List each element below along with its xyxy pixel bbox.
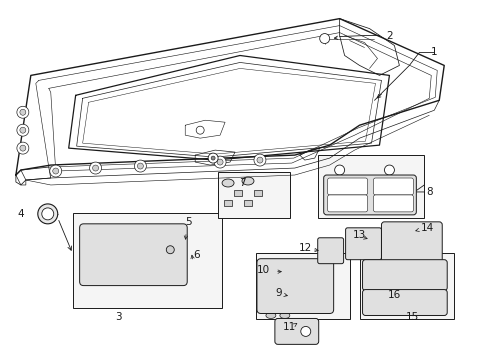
Bar xyxy=(255,253,349,319)
Text: 5: 5 xyxy=(184,217,191,227)
Bar xyxy=(293,289,317,310)
Text: 4: 4 xyxy=(18,209,24,219)
FancyBboxPatch shape xyxy=(327,195,367,212)
Bar xyxy=(388,233,402,251)
Circle shape xyxy=(300,327,310,336)
Circle shape xyxy=(17,106,29,118)
FancyBboxPatch shape xyxy=(323,175,415,215)
Bar xyxy=(160,228,170,234)
Bar xyxy=(265,268,289,288)
Circle shape xyxy=(17,124,29,136)
Text: 12: 12 xyxy=(299,243,312,253)
Bar xyxy=(365,234,376,243)
Bar xyxy=(253,190,262,196)
Ellipse shape xyxy=(265,312,275,319)
Circle shape xyxy=(92,165,99,171)
Circle shape xyxy=(319,33,329,44)
Bar xyxy=(234,190,242,196)
Bar xyxy=(394,266,413,285)
FancyBboxPatch shape xyxy=(373,178,412,195)
Circle shape xyxy=(217,159,223,165)
Circle shape xyxy=(53,168,59,174)
Ellipse shape xyxy=(242,177,253,185)
FancyBboxPatch shape xyxy=(362,260,447,291)
Circle shape xyxy=(334,165,344,175)
Bar xyxy=(218,172,289,218)
FancyBboxPatch shape xyxy=(317,238,343,264)
Text: 14: 14 xyxy=(420,223,433,233)
Bar xyxy=(317,155,424,218)
Circle shape xyxy=(38,204,58,224)
FancyBboxPatch shape xyxy=(80,224,187,285)
Bar xyxy=(351,234,362,243)
Bar xyxy=(158,245,165,255)
Circle shape xyxy=(20,109,26,115)
Circle shape xyxy=(50,165,61,177)
Bar xyxy=(351,246,362,255)
Circle shape xyxy=(89,162,102,174)
Circle shape xyxy=(166,246,174,254)
FancyBboxPatch shape xyxy=(362,289,447,315)
Bar xyxy=(406,233,419,251)
Bar xyxy=(332,245,339,257)
Text: 3: 3 xyxy=(115,312,122,323)
Text: 2: 2 xyxy=(386,31,392,41)
FancyBboxPatch shape xyxy=(345,228,381,260)
Circle shape xyxy=(214,156,225,168)
Bar xyxy=(224,200,232,206)
Bar xyxy=(394,296,413,310)
Text: 15: 15 xyxy=(405,312,418,323)
Circle shape xyxy=(196,126,203,134)
Bar xyxy=(365,246,376,255)
Circle shape xyxy=(134,160,146,172)
Circle shape xyxy=(256,157,263,163)
Circle shape xyxy=(20,145,26,151)
Bar xyxy=(156,240,163,250)
Text: 10: 10 xyxy=(256,265,269,275)
Text: 7: 7 xyxy=(238,178,245,188)
Text: 9: 9 xyxy=(275,288,282,298)
Bar xyxy=(423,233,435,251)
Text: 13: 13 xyxy=(352,230,366,240)
Bar xyxy=(166,232,178,240)
Text: 1: 1 xyxy=(430,48,437,58)
Bar xyxy=(73,213,222,307)
Bar xyxy=(369,296,388,310)
Bar xyxy=(369,266,388,285)
Text: 16: 16 xyxy=(387,289,400,300)
Circle shape xyxy=(17,142,29,154)
Text: 11: 11 xyxy=(283,323,296,332)
Bar xyxy=(160,250,167,260)
Ellipse shape xyxy=(222,179,234,187)
Bar xyxy=(419,266,438,285)
FancyBboxPatch shape xyxy=(327,178,367,195)
Circle shape xyxy=(41,208,54,220)
Bar xyxy=(265,289,289,310)
Circle shape xyxy=(20,127,26,133)
Text: 6: 6 xyxy=(192,250,199,260)
Circle shape xyxy=(137,163,143,169)
Bar xyxy=(359,253,453,319)
Bar xyxy=(419,296,438,310)
Ellipse shape xyxy=(279,312,289,319)
Circle shape xyxy=(384,165,394,175)
Bar xyxy=(90,238,150,272)
Circle shape xyxy=(211,156,215,160)
Bar xyxy=(322,245,329,257)
Circle shape xyxy=(253,154,265,166)
FancyBboxPatch shape xyxy=(256,259,333,314)
FancyBboxPatch shape xyxy=(274,319,318,345)
FancyBboxPatch shape xyxy=(373,195,412,212)
Bar xyxy=(244,200,251,206)
Bar xyxy=(293,268,317,288)
Circle shape xyxy=(208,153,218,163)
FancyBboxPatch shape xyxy=(381,222,441,263)
Text: 8: 8 xyxy=(425,187,432,197)
